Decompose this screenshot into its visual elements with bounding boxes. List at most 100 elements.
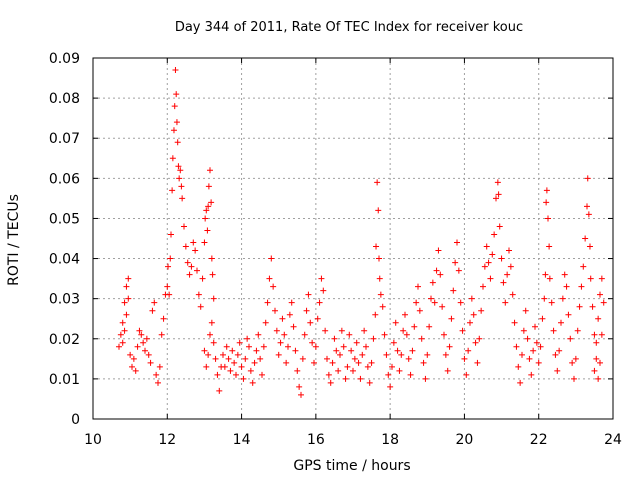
data-point	[576, 303, 583, 310]
data-point	[273, 327, 280, 334]
data-point	[426, 323, 433, 330]
data-point	[498, 255, 505, 262]
data-point	[298, 391, 304, 398]
data-point	[127, 351, 134, 358]
data-point	[272, 307, 278, 314]
data-point	[429, 279, 436, 286]
data-point	[223, 343, 230, 350]
data-point	[468, 295, 475, 302]
data-point	[181, 223, 187, 230]
data-point	[450, 287, 457, 294]
data-point	[197, 303, 204, 310]
data-point	[344, 363, 351, 370]
data-point	[495, 191, 502, 198]
data-point	[424, 351, 431, 358]
data-point	[312, 343, 319, 350]
data-point	[208, 199, 215, 206]
data-point	[227, 367, 234, 374]
data-point	[502, 299, 509, 306]
data-point	[467, 319, 473, 326]
data-point	[448, 315, 455, 322]
x-tick-label: 24	[604, 432, 622, 448]
data-point	[149, 307, 156, 314]
x-tick-label: 22	[530, 432, 548, 448]
data-point	[375, 207, 382, 214]
data-point	[216, 387, 223, 394]
data-point	[279, 315, 286, 322]
data-point	[569, 359, 576, 366]
data-point	[123, 311, 130, 318]
grid-lines	[93, 58, 613, 419]
data-point	[121, 327, 128, 334]
x-tick-label: 12	[158, 432, 176, 448]
data-point	[439, 303, 446, 310]
data-point	[420, 359, 427, 366]
data-point	[117, 331, 124, 338]
data-point	[231, 359, 238, 366]
data-point	[377, 291, 384, 298]
data-point	[318, 275, 325, 282]
data-point	[264, 299, 271, 306]
data-point	[121, 299, 128, 306]
data-point	[370, 335, 377, 342]
data-point	[444, 367, 451, 374]
data-point	[257, 355, 264, 362]
data-point	[214, 371, 221, 378]
data-point	[301, 331, 308, 338]
data-point	[542, 271, 549, 278]
data-point	[307, 319, 314, 326]
data-point	[174, 139, 181, 146]
y-tick-label: 0.07	[49, 131, 80, 147]
data-point	[119, 339, 126, 346]
data-point	[591, 331, 598, 338]
data-point	[151, 299, 158, 306]
data-point	[409, 347, 416, 354]
data-point	[119, 319, 126, 326]
data-point	[246, 343, 252, 350]
data-point	[221, 363, 228, 370]
data-point	[355, 359, 362, 366]
data-point	[407, 371, 414, 378]
data-point	[255, 331, 262, 338]
data-point	[405, 355, 412, 362]
data-point	[260, 343, 267, 350]
data-point	[212, 355, 219, 362]
data-point	[195, 291, 202, 298]
data-point	[140, 339, 147, 346]
y-tick-label: 0.09	[49, 51, 80, 67]
data-point	[528, 371, 535, 378]
data-point	[184, 259, 191, 266]
data-point	[283, 359, 290, 366]
y-tick-label: 0.01	[49, 372, 80, 388]
data-point	[491, 231, 498, 238]
data-point	[463, 371, 470, 378]
data-point	[205, 351, 212, 358]
data-point	[517, 379, 524, 386]
data-point	[390, 339, 397, 346]
data-point	[225, 355, 232, 362]
data-point	[204, 227, 211, 234]
data-point	[281, 331, 288, 338]
data-point	[207, 331, 213, 338]
data-point	[530, 347, 537, 354]
data-point	[584, 175, 591, 182]
data-point	[398, 351, 405, 358]
data-point	[153, 371, 160, 378]
data-point	[533, 339, 540, 346]
data-point	[431, 299, 438, 306]
data-point	[511, 319, 518, 326]
data-point	[554, 367, 561, 374]
x-tick-label: 20	[456, 432, 474, 448]
data-point	[233, 371, 239, 378]
data-point	[559, 295, 566, 302]
data-point	[142, 347, 148, 354]
data-point	[593, 339, 600, 346]
data-point	[539, 315, 546, 322]
data-point	[372, 311, 379, 318]
data-point	[158, 331, 165, 338]
data-point	[422, 375, 429, 382]
data-point	[500, 279, 507, 286]
data-point	[205, 183, 212, 190]
data-point	[550, 327, 557, 334]
data-point	[548, 299, 555, 306]
